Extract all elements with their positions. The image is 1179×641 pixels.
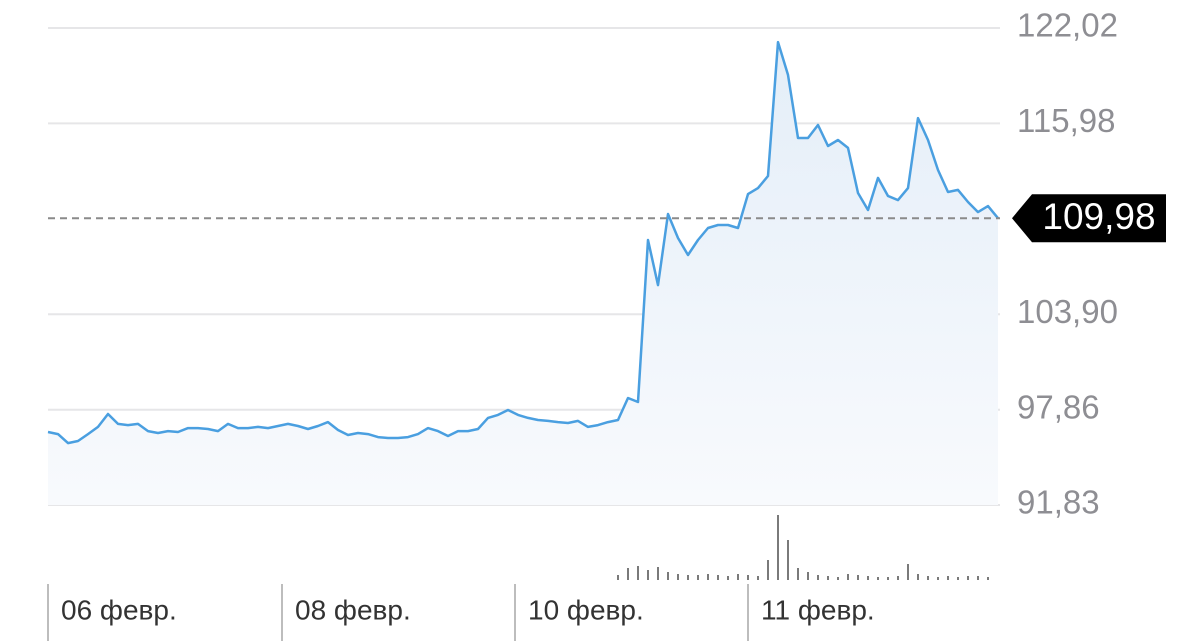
volume-bar [917, 574, 919, 580]
volume-bar [857, 575, 859, 580]
volume-bar [817, 575, 819, 580]
volume-bar [897, 576, 899, 580]
price-line [47, 40, 999, 445]
volume-bar [937, 577, 939, 580]
volume-bar [847, 574, 849, 580]
volume-bar [667, 572, 669, 580]
volume-bar [927, 576, 929, 580]
price-area [48, 42, 998, 505]
volume-bar [767, 560, 769, 580]
y-tick-label: 115,98 [1017, 102, 1115, 139]
volume-bar [707, 574, 709, 580]
x-tick-label: 11 февр. [761, 594, 875, 625]
x-tick-label: 10 февр. [528, 594, 644, 625]
volume-bar [727, 576, 729, 580]
y-tick-label: 97,86 [1017, 388, 1100, 425]
volume-bar [947, 576, 949, 580]
volume-bar [987, 577, 989, 580]
volume-bar [627, 568, 629, 580]
volume-bar [617, 575, 619, 580]
volume-bar [887, 577, 889, 580]
volume-bar [977, 576, 979, 580]
x-tick-label: 08 февр. [295, 594, 411, 625]
y-tick-label: 91,83 [1017, 484, 1100, 521]
volume-bar [807, 572, 809, 580]
volume-bar [647, 570, 649, 580]
last-price-label: 109,98 [1042, 196, 1155, 237]
volume-bar [967, 576, 969, 580]
x-tick-label: 06 февр. [61, 594, 177, 625]
volume-bar [867, 576, 869, 580]
volume-bar [717, 575, 719, 580]
volume-bar [677, 574, 679, 580]
volume-bar [957, 577, 959, 580]
volume-bar [687, 575, 689, 580]
volume-bar [837, 577, 839, 580]
volume-bar [757, 576, 759, 580]
volume-bar [877, 577, 879, 580]
volume-bar [827, 576, 829, 580]
y-tick-label: 103,90 [1017, 293, 1118, 330]
last-price-tag [1012, 194, 1166, 243]
volume-bar [907, 564, 909, 580]
volume-bar [777, 515, 779, 580]
volume-bar [747, 575, 749, 580]
volume-bar [657, 567, 659, 580]
y-tick-label: 122,02 [1017, 7, 1118, 44]
volume-bar [787, 540, 789, 580]
volume-bar [797, 568, 799, 580]
volume-bar [697, 575, 699, 580]
volume-bar [637, 566, 639, 580]
volume-bar [737, 574, 739, 580]
